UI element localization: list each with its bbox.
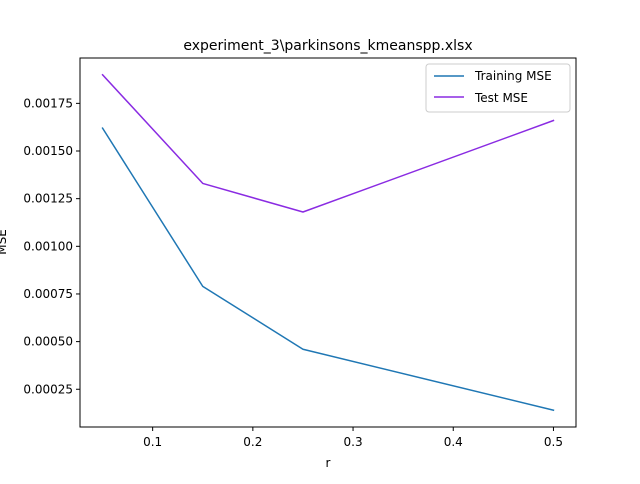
y-tick-label: 0.00175 bbox=[23, 96, 73, 110]
y-tick-label: 0.00100 bbox=[23, 239, 73, 253]
y-tick-label: 0.00075 bbox=[23, 287, 73, 301]
x-axis-ticks: 0.1 0.2 0.3 0.4 0.5 bbox=[143, 427, 563, 449]
legend-label-training: Training MSE bbox=[474, 69, 552, 83]
y-axis-label: MSE bbox=[0, 229, 9, 255]
x-tick-label: 0.3 bbox=[344, 435, 363, 449]
x-axis-label: r bbox=[326, 456, 331, 470]
x-tick-label: 0.5 bbox=[544, 435, 563, 449]
series-line-training bbox=[101, 127, 555, 412]
x-tick-label: 0.1 bbox=[143, 435, 162, 449]
plot-area bbox=[79, 57, 577, 428]
x-tick-label: 0.2 bbox=[243, 435, 262, 449]
chart-title: experiment_3\parkinsons_kmeanspp.xlsx bbox=[183, 38, 472, 54]
series-lines bbox=[101, 73, 555, 412]
y-tick-label: 0.00150 bbox=[23, 144, 73, 158]
x-tick-label: 0.4 bbox=[444, 435, 463, 449]
legend: Training MSE Test MSE bbox=[425, 63, 571, 113]
y-tick-label: 0.00125 bbox=[23, 192, 73, 206]
y-tick-label: 0.00050 bbox=[23, 335, 73, 349]
legend-label-test: Test MSE bbox=[474, 91, 528, 105]
y-tick-label: 0.00025 bbox=[23, 382, 73, 396]
series-line-test bbox=[101, 73, 555, 213]
y-axis-ticks: 0.00025 0.00050 0.00075 0.00100 0.00125 0.001… bbox=[23, 96, 80, 396]
